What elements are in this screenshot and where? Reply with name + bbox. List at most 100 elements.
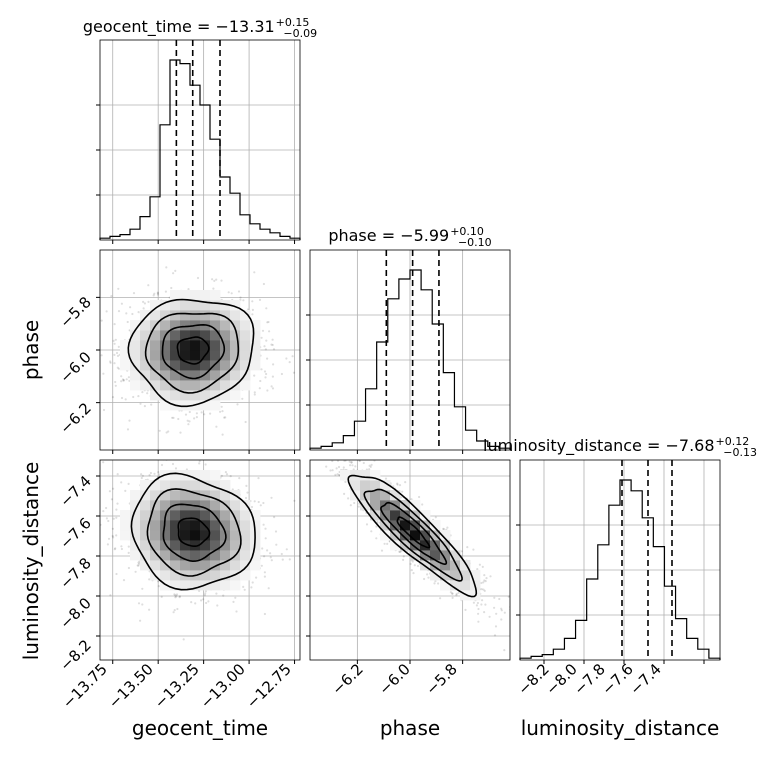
density-cell <box>180 580 191 591</box>
scatter-point <box>173 593 176 596</box>
density-cell <box>160 530 171 541</box>
scatter-point <box>236 403 239 406</box>
density-cell <box>130 380 141 391</box>
scatter-point <box>139 402 142 405</box>
density-cell <box>250 520 261 531</box>
scatter-point <box>125 312 128 315</box>
density-cell <box>210 370 221 381</box>
scatter-point <box>117 345 120 348</box>
scatter-point <box>128 419 131 422</box>
density-cell <box>240 550 251 561</box>
scatter-point <box>225 473 229 476</box>
density-cell <box>160 540 171 551</box>
xlabel-luminosity-distance: luminosity_distance <box>521 716 720 740</box>
scatter-point <box>116 366 119 369</box>
density-cell <box>240 540 251 551</box>
density-cell <box>180 330 191 341</box>
scatter-point <box>329 469 332 472</box>
scatter-point <box>107 537 111 540</box>
density-cell <box>140 520 151 531</box>
scatter-point <box>129 306 132 309</box>
scatter-point <box>100 319 103 322</box>
scatter-point <box>186 419 189 422</box>
density-cell <box>240 340 251 351</box>
density-cell <box>240 330 251 341</box>
density-cell <box>190 370 201 381</box>
scatter-point <box>351 458 353 460</box>
scatter-point <box>251 313 254 316</box>
scatter-point <box>165 431 168 434</box>
histogram-phase <box>309 269 511 450</box>
scatter-point <box>107 519 110 523</box>
density-cell <box>190 530 201 541</box>
scatter-point <box>196 276 200 280</box>
scatter-point <box>115 572 118 576</box>
scatter-point <box>193 417 196 420</box>
density-cell <box>450 540 461 551</box>
density-cell <box>140 530 151 541</box>
density-cell <box>180 400 191 411</box>
density-cell <box>220 520 231 531</box>
scatter-point <box>370 463 373 466</box>
contour-phase-vs-luminosity-distance-3 <box>347 474 478 598</box>
scatter-point <box>270 496 273 499</box>
scatter-point <box>140 473 143 476</box>
scatter-point <box>232 600 235 604</box>
scatter-point <box>138 562 141 565</box>
scatter-point <box>263 345 266 348</box>
scatter-point <box>147 300 150 303</box>
scatter-point <box>202 598 205 601</box>
scatter-point <box>251 581 254 584</box>
density-cell <box>240 350 251 361</box>
density-cell <box>410 520 421 531</box>
scatter-point <box>198 460 201 463</box>
scatter-point <box>263 612 266 616</box>
density-cell <box>250 350 261 361</box>
scatter-point <box>215 592 218 595</box>
title-luminosity-distance: luminosity_distance = −7.68+0.12 −0.13 <box>483 435 757 459</box>
scatter-point <box>176 607 179 611</box>
scatter-point <box>262 501 265 505</box>
scatter-point <box>137 311 140 314</box>
density-cell <box>240 520 251 531</box>
density-cell <box>230 560 241 571</box>
density-cell <box>140 320 151 331</box>
scatter-point <box>124 398 127 401</box>
density-cell <box>450 570 461 581</box>
scatter-point <box>188 410 191 414</box>
scatter-point <box>150 403 153 406</box>
density-cell <box>200 570 211 581</box>
density-cell <box>360 490 371 501</box>
scatter-point <box>354 465 357 468</box>
density-cell <box>170 300 181 311</box>
density-cell <box>410 550 421 561</box>
scatter-point <box>285 357 288 360</box>
scatter-point <box>114 547 117 550</box>
contour-geocent-time-vs-phase-1 <box>161 323 226 380</box>
scatter-point <box>343 460 346 462</box>
scatter-point <box>105 310 108 313</box>
density-cell <box>430 540 441 551</box>
density-cell <box>200 500 211 511</box>
scatter-point <box>265 307 268 310</box>
scatter-point <box>143 405 146 408</box>
scatter-point <box>216 604 219 607</box>
scatter-point <box>157 471 160 474</box>
density-cell <box>140 490 151 501</box>
scatter-point <box>493 634 497 637</box>
density-cell <box>190 340 201 351</box>
density-cell <box>150 520 161 531</box>
scatter-point <box>500 618 503 621</box>
density-cell <box>210 500 221 511</box>
scatter-point <box>280 552 283 556</box>
scatter-point <box>137 561 140 564</box>
scatter-point <box>239 296 242 299</box>
density-cell <box>200 330 211 341</box>
density-cell <box>160 320 171 331</box>
density-cell <box>170 370 181 381</box>
scatter-point <box>383 542 386 545</box>
scatter-point <box>477 607 480 611</box>
density-cell <box>120 510 131 521</box>
scatter-point <box>172 272 175 275</box>
scatter-point <box>376 454 378 456</box>
